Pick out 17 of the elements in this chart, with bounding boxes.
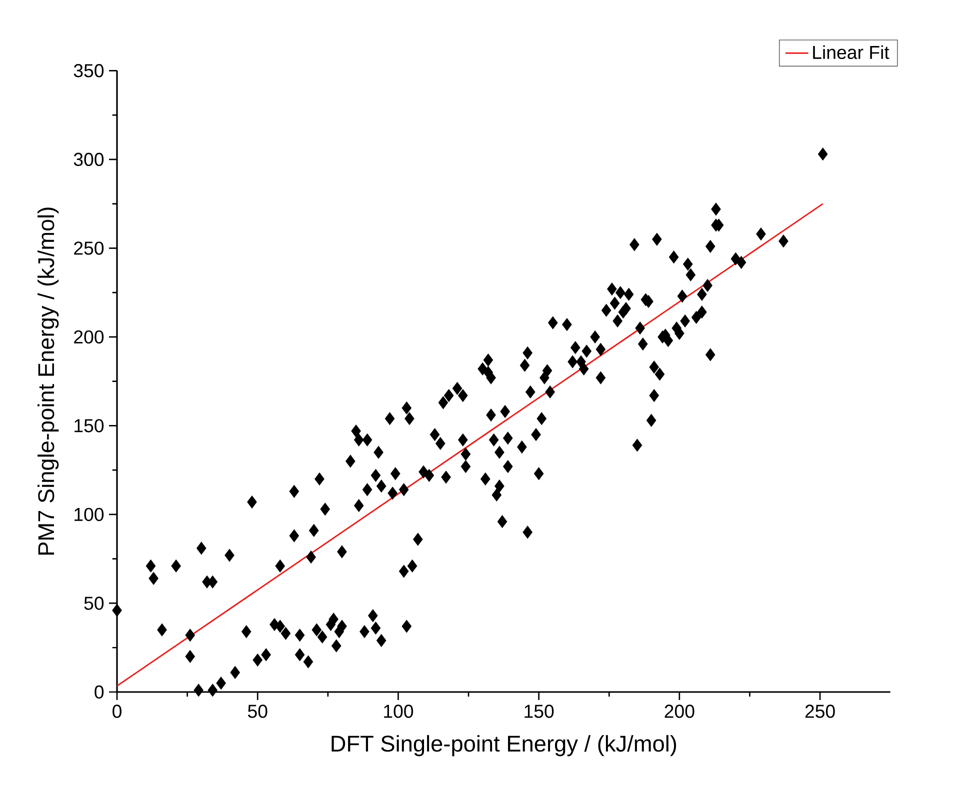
y-tick-label: 0 bbox=[94, 685, 104, 699]
x-axis-title: DFT Single-point Energy / (kJ/mol) bbox=[332, 735, 676, 756]
x-tick-label: 150 bbox=[524, 704, 554, 718]
y-axis-title: PM7 Single-point Energy / (kJ/mol) bbox=[38, 208, 59, 555]
x-tick-label: 0 bbox=[112, 704, 122, 718]
x-tick-label: 200 bbox=[664, 704, 694, 718]
x-tick-label: 50 bbox=[248, 704, 268, 718]
y-tick-label: 50 bbox=[84, 596, 104, 610]
y-tick-label: 300 bbox=[74, 152, 104, 166]
y-tick-label: 350 bbox=[74, 64, 104, 78]
x-tick-label: 100 bbox=[384, 704, 414, 718]
y-tick-label: 200 bbox=[74, 330, 104, 344]
y-tick-label: 100 bbox=[74, 508, 104, 522]
y-tick-label: 150 bbox=[74, 419, 104, 432]
x-tick-label: 250 bbox=[805, 704, 835, 718]
legend-label: Linear Fit bbox=[813, 45, 890, 60]
y-tick-label: 250 bbox=[74, 242, 104, 255]
